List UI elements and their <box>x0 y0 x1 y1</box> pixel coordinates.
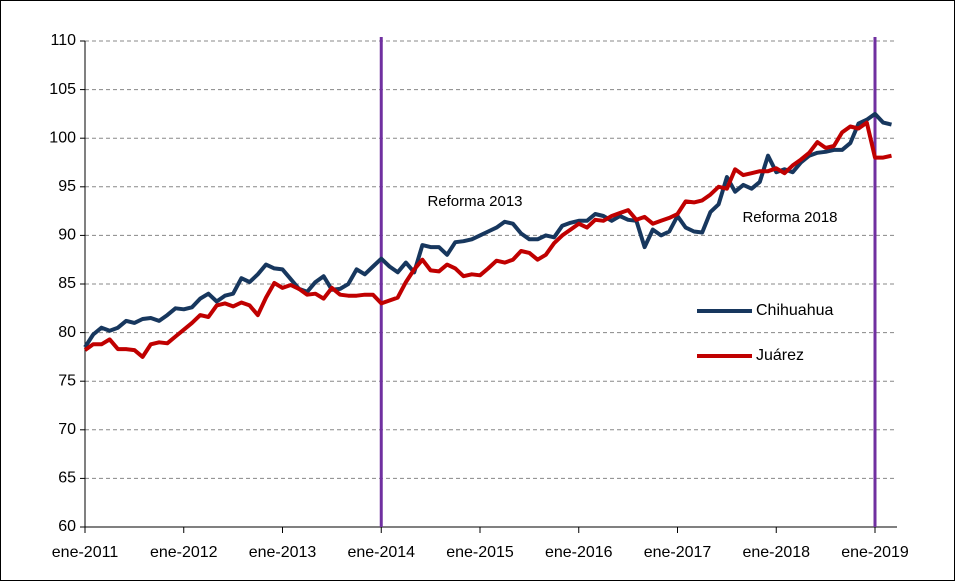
y-tick-label: 85 <box>58 275 76 292</box>
x-tick-label: ene-2018 <box>742 544 810 561</box>
y-tick-label: 100 <box>49 129 76 146</box>
y-tick-label: 70 <box>58 421 76 438</box>
annotation: Reforma 2018 <box>742 209 837 226</box>
y-tick-label: 110 <box>50 32 76 49</box>
x-tick-label: ene-2014 <box>347 544 415 561</box>
series-line <box>83 120 892 359</box>
x-tick-label: ene-2013 <box>249 544 317 561</box>
x-tick-label: ene-2015 <box>446 544 514 561</box>
annotation: Reforma 2013 <box>427 193 522 210</box>
x-tick-label: ene-2012 <box>150 544 218 561</box>
legend-label: Chihuahua <box>756 302 834 319</box>
y-tick-label: 65 <box>58 470 76 487</box>
y-tick-label: 80 <box>58 324 76 341</box>
x-tick-label: ene-2019 <box>841 544 909 561</box>
series-line <box>83 111 892 349</box>
y-tick-label: 95 <box>58 178 76 195</box>
x-tick-label: ene-2016 <box>545 544 613 561</box>
legend-label: Juárez <box>756 347 804 364</box>
y-tick-label: 90 <box>58 227 76 244</box>
y-tick-label: 105 <box>49 81 76 98</box>
x-tick-label: ene-2011 <box>52 544 119 561</box>
x-tick-label: ene-2017 <box>644 544 712 561</box>
y-tick-label: 60 <box>58 518 76 535</box>
y-tick-label: 75 <box>58 372 76 389</box>
